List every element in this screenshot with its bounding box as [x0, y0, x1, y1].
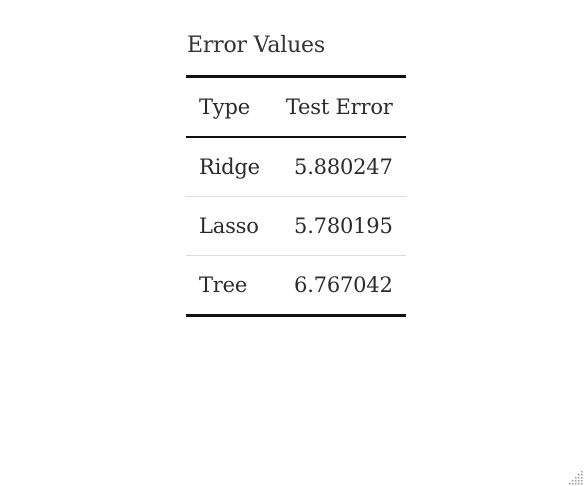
header-test-error: Test Error	[285, 95, 393, 119]
results-table-container: Error Values Type Test Error Ridge 5.880…	[186, 33, 406, 317]
table-row: Ridge 5.880247	[186, 137, 406, 197]
cell-type: Lasso	[199, 214, 259, 238]
table-row: Lasso 5.780195	[186, 196, 406, 256]
table-header-row: Type Test Error	[186, 77, 406, 137]
cell-test-error: 5.780195	[294, 214, 393, 238]
table-row: Tree 6.767042	[186, 255, 406, 316]
header-type: Type	[199, 95, 250, 119]
table-caption: Error Values	[187, 33, 325, 58]
error-values-table: Type Test Error Ridge 5.880247 Lasso 5.7…	[186, 75, 406, 317]
cell-type: Tree	[199, 273, 248, 297]
cell-test-error: 5.880247	[294, 155, 393, 179]
cell-type: Ridge	[199, 155, 260, 179]
resize-grip-icon[interactable]	[566, 468, 584, 486]
cell-test-error: 6.767042	[294, 273, 393, 297]
